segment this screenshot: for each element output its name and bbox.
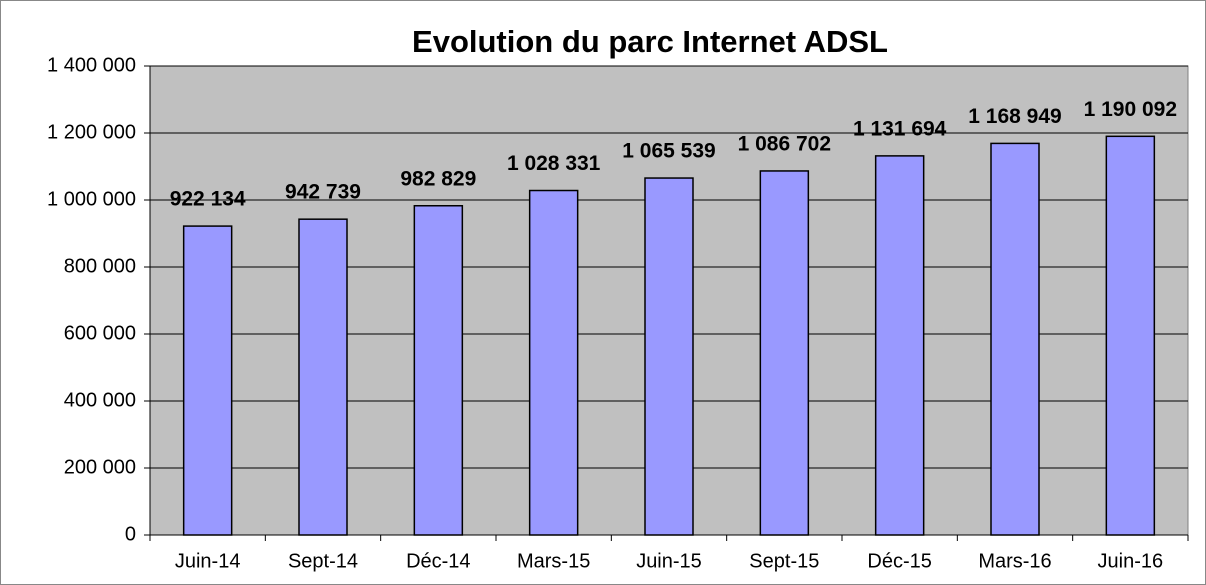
value-label: 1 190 092 (1084, 98, 1177, 121)
y-tick-label: 0 (125, 523, 136, 545)
x-tick-label: Mars-15 (517, 550, 590, 572)
x-tick-label: Déc-15 (867, 550, 931, 572)
value-label: 942 739 (285, 181, 361, 204)
x-tick-label: Juin-16 (1098, 550, 1164, 572)
chart-title: Evolution du parc Internet ADSL (412, 24, 888, 59)
y-tick-label: 200 000 (64, 456, 136, 478)
bar (644, 177, 694, 536)
value-label: 1 028 331 (507, 152, 601, 175)
bar (298, 218, 348, 536)
y-tick-label: 800 000 (64, 255, 136, 277)
value-label: 1 168 949 (968, 105, 1061, 128)
x-tick-label: Juin-15 (636, 550, 702, 572)
value-label: 982 829 (400, 167, 476, 190)
bar (182, 225, 233, 536)
x-tick-label: Sept-14 (288, 550, 358, 572)
y-tick-label: 600 000 (64, 322, 136, 344)
x-tick-label: Juin-14 (175, 550, 241, 572)
bar (1105, 135, 1156, 536)
y-tick-label: 400 000 (64, 389, 136, 411)
bar (759, 170, 810, 536)
x-tick-label: Mars-16 (978, 550, 1051, 572)
x-tick-label: Déc-14 (406, 550, 470, 572)
bar (528, 189, 579, 536)
bar (874, 155, 925, 536)
y-tick-label: 1 200 000 (47, 121, 136, 143)
bar (990, 142, 1040, 536)
x-tick-label: Sept-15 (749, 550, 819, 572)
y-tick-label: 1 000 000 (47, 188, 136, 210)
value-label: 922 134 (170, 188, 246, 211)
bar (413, 205, 464, 536)
value-label: 1 065 539 (622, 140, 715, 163)
value-label: 1 131 694 (853, 117, 947, 140)
value-label: 1 086 702 (738, 133, 831, 156)
y-tick-label: 1 400 000 (47, 54, 136, 76)
